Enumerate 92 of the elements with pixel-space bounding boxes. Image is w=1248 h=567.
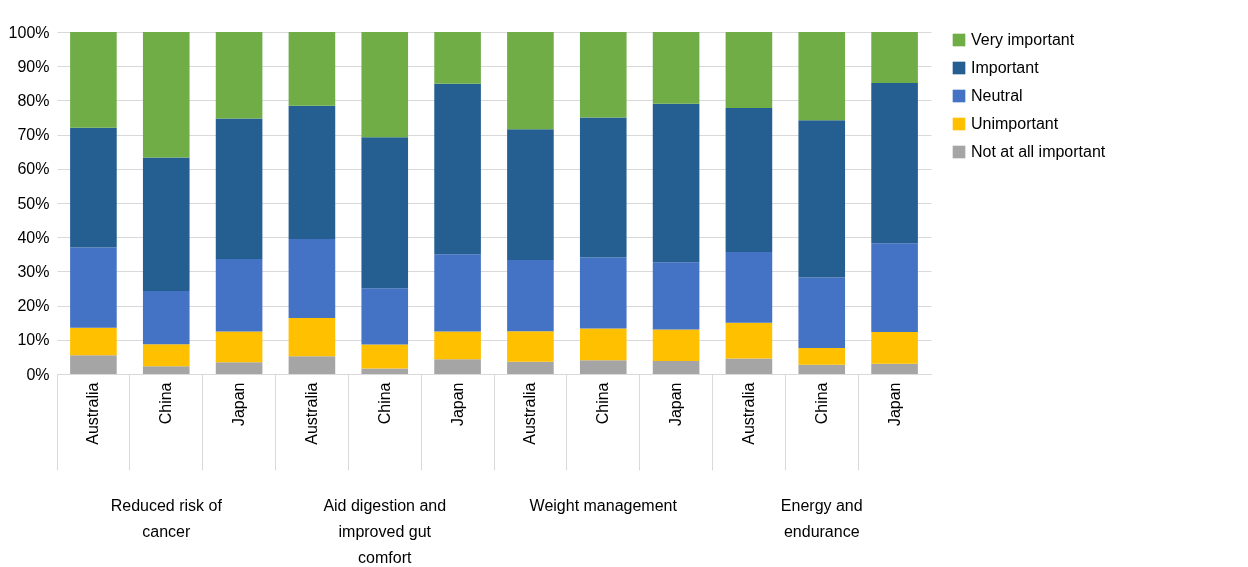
bar <box>507 260 554 332</box>
x-tick-label: China <box>157 382 175 425</box>
bar <box>215 362 263 374</box>
bar <box>725 107 773 252</box>
bar <box>142 366 190 374</box>
bar <box>652 103 700 263</box>
y-tick-label: 30% <box>17 262 50 280</box>
y-tick-label: 10% <box>17 331 50 349</box>
legend-label: Unimportant <box>971 115 1059 132</box>
bar <box>507 331 554 362</box>
bar <box>288 32 336 106</box>
x-tick-label: Japan <box>448 382 466 427</box>
x-tick-label: Australia <box>302 382 320 445</box>
bar <box>434 331 481 360</box>
y-tick-label: 70% <box>17 126 50 144</box>
bar <box>142 344 190 367</box>
bar <box>871 82 918 244</box>
bar <box>579 117 627 258</box>
bar <box>288 356 336 374</box>
bar <box>215 32 263 119</box>
x-tick-label: China <box>375 382 393 425</box>
text: Energy and endurance <box>780 497 863 540</box>
bar <box>725 322 773 359</box>
bar <box>579 328 627 361</box>
bar <box>288 105 336 239</box>
bar <box>798 348 846 365</box>
text: Aid digestion and improved gut comfort <box>323 497 447 566</box>
bar <box>579 360 627 374</box>
bar <box>288 317 336 357</box>
y-tick-label: 0% <box>26 365 50 383</box>
bar <box>507 361 554 374</box>
bar <box>579 257 627 329</box>
y-tick-label: 20% <box>17 297 50 315</box>
bar <box>725 358 773 374</box>
bar <box>798 277 846 349</box>
x-tick-label: China <box>594 382 612 425</box>
x-tick-label: China <box>812 382 830 425</box>
bar <box>652 32 700 104</box>
y-tick-label: 60% <box>17 160 50 178</box>
x-tick-label: Australia <box>739 382 757 445</box>
bar <box>70 32 117 128</box>
legend-label: Neutral <box>971 87 1023 104</box>
legend-label: Important <box>971 59 1040 76</box>
bar <box>507 32 554 130</box>
x-tick-label: Japan <box>230 382 248 427</box>
bar <box>871 331 918 364</box>
bar <box>215 259 263 332</box>
bar <box>507 129 554 261</box>
x-tick-label: Japan <box>667 382 685 427</box>
bar <box>142 32 190 158</box>
legend-label: Very important <box>971 31 1075 48</box>
bar <box>871 363 918 374</box>
legend-label: Not at all important <box>971 143 1106 160</box>
bar <box>70 327 117 356</box>
bar <box>652 262 700 330</box>
bar <box>725 251 773 323</box>
bar <box>579 32 627 118</box>
x-tick-label: Australia <box>521 382 539 445</box>
x-tick-label: Australia <box>84 382 102 445</box>
bar <box>215 118 263 260</box>
y-tick-label: 90% <box>17 57 50 75</box>
bar <box>871 32 918 83</box>
bar <box>434 359 481 374</box>
bar <box>70 127 117 248</box>
bar <box>215 331 263 363</box>
bar <box>434 254 481 332</box>
bar <box>652 361 700 374</box>
bar <box>434 32 481 84</box>
y-tick-label: 80% <box>17 91 50 109</box>
bar <box>70 247 117 328</box>
bar <box>142 157 190 291</box>
x-tick-label: Japan <box>885 382 903 427</box>
bar <box>798 32 846 121</box>
bar <box>361 137 409 289</box>
bar <box>70 355 117 374</box>
bar <box>725 32 773 108</box>
bar <box>798 364 846 374</box>
bar <box>871 243 918 332</box>
y-tick-label: 40% <box>17 228 50 246</box>
text: Reduced risk of cancer <box>110 497 223 540</box>
y-tick-label: 100% <box>8 23 50 41</box>
bar <box>652 329 700 361</box>
bar <box>361 288 409 345</box>
bar <box>361 344 409 369</box>
y-tick-label: 50% <box>17 194 50 212</box>
bar <box>361 368 409 374</box>
bar <box>142 290 190 345</box>
bar <box>798 120 846 278</box>
bar <box>361 32 409 138</box>
text: Weight management <box>529 497 678 514</box>
bar <box>434 83 481 255</box>
bar <box>288 238 336 318</box>
